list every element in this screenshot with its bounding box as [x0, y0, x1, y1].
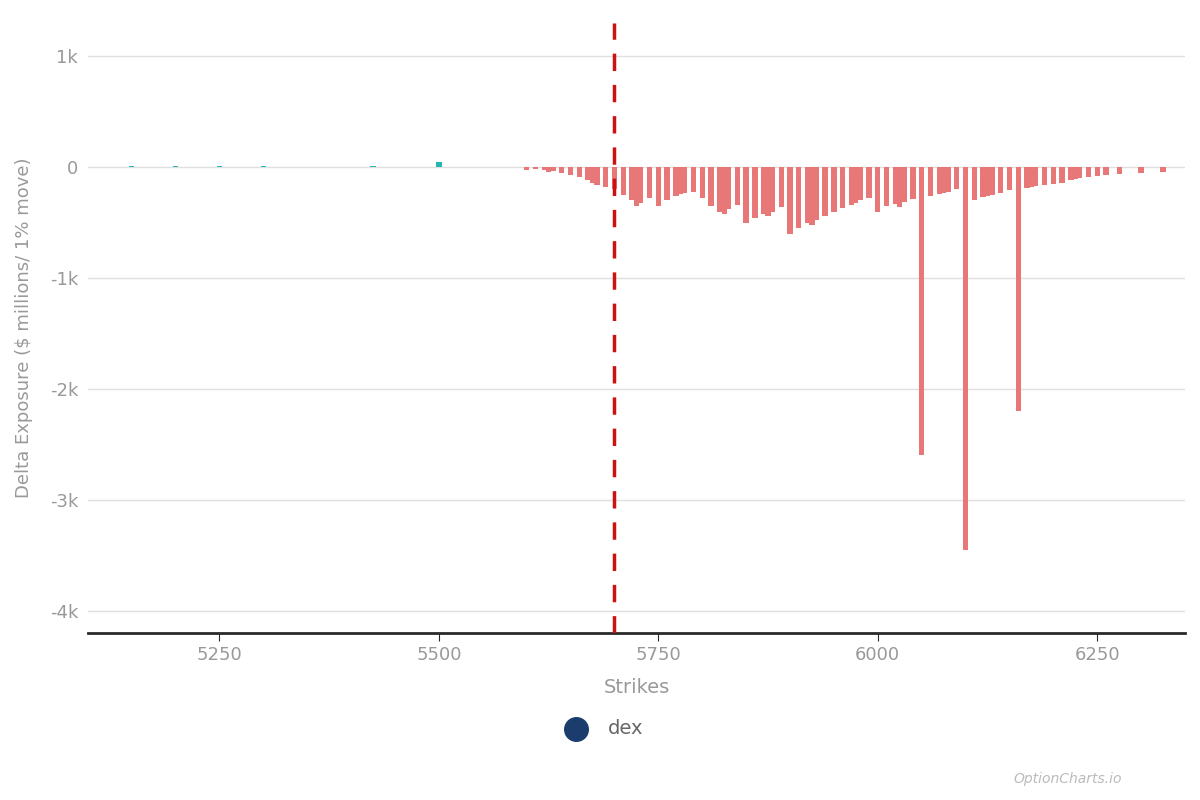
Bar: [638, 167, 643, 202]
Bar: [875, 167, 881, 211]
Bar: [612, 167, 617, 190]
Bar: [946, 167, 950, 191]
Bar: [718, 167, 722, 211]
Bar: [1103, 167, 1109, 175]
Bar: [840, 167, 845, 208]
Bar: [217, 166, 222, 167]
Bar: [770, 167, 775, 211]
Y-axis label: Delta Exposure ($ millions/ 1% move): Delta Exposure ($ millions/ 1% move): [16, 158, 34, 498]
Bar: [437, 162, 442, 167]
Bar: [590, 167, 595, 182]
Bar: [665, 167, 670, 201]
Bar: [1007, 167, 1012, 190]
Bar: [919, 167, 924, 455]
Bar: [629, 167, 635, 201]
Bar: [1160, 167, 1165, 171]
Bar: [726, 167, 731, 210]
Bar: [524, 167, 529, 170]
Bar: [928, 167, 934, 196]
Bar: [678, 167, 683, 194]
Bar: [647, 167, 652, 198]
Bar: [941, 167, 947, 193]
Bar: [884, 167, 889, 206]
Bar: [893, 167, 898, 204]
Bar: [853, 167, 858, 202]
Bar: [1015, 167, 1021, 411]
Bar: [980, 167, 985, 197]
Bar: [559, 167, 564, 173]
Bar: [779, 167, 784, 207]
X-axis label: Strikes: Strikes: [604, 678, 670, 697]
Bar: [551, 167, 556, 171]
Bar: [1116, 167, 1122, 174]
Bar: [1060, 167, 1064, 182]
Bar: [805, 167, 810, 222]
Bar: [734, 167, 740, 205]
Bar: [541, 167, 547, 170]
Bar: [998, 167, 1003, 193]
Bar: [901, 167, 907, 202]
Bar: [985, 167, 990, 196]
Bar: [533, 167, 538, 170]
Bar: [766, 167, 770, 216]
Bar: [752, 167, 757, 218]
Bar: [972, 167, 977, 201]
Bar: [546, 167, 551, 171]
Bar: [1028, 167, 1034, 187]
Bar: [1086, 167, 1091, 177]
Bar: [673, 167, 678, 196]
Bar: [604, 167, 608, 187]
Bar: [691, 167, 696, 191]
Text: OptionCharts.io: OptionCharts.io: [1014, 771, 1122, 786]
Bar: [1078, 167, 1082, 178]
Bar: [787, 167, 793, 234]
Bar: [822, 167, 828, 216]
Bar: [832, 167, 836, 211]
Bar: [1025, 167, 1030, 188]
Bar: [848, 167, 854, 205]
Bar: [858, 167, 863, 201]
Bar: [809, 167, 815, 225]
Bar: [814, 167, 818, 220]
Bar: [1068, 167, 1074, 181]
Bar: [744, 167, 749, 222]
Bar: [1073, 167, 1078, 179]
Bar: [962, 167, 968, 550]
Bar: [568, 167, 574, 175]
Bar: [708, 167, 714, 206]
Bar: [1051, 167, 1056, 184]
Bar: [761, 167, 767, 214]
Bar: [989, 167, 995, 195]
Bar: [682, 167, 688, 193]
Bar: [1139, 167, 1144, 173]
Bar: [1033, 167, 1038, 186]
Bar: [898, 167, 902, 207]
Bar: [911, 167, 916, 199]
Bar: [796, 167, 802, 228]
Bar: [700, 167, 704, 198]
Legend: dex: dex: [550, 712, 650, 746]
Bar: [594, 167, 600, 185]
Bar: [866, 167, 871, 198]
Bar: [954, 167, 960, 190]
Bar: [1094, 167, 1100, 176]
Bar: [620, 167, 626, 195]
Bar: [936, 167, 942, 194]
Bar: [634, 167, 640, 206]
Bar: [655, 167, 661, 206]
Bar: [1042, 167, 1048, 185]
Bar: [586, 167, 590, 181]
Bar: [721, 167, 727, 214]
Bar: [577, 167, 582, 177]
